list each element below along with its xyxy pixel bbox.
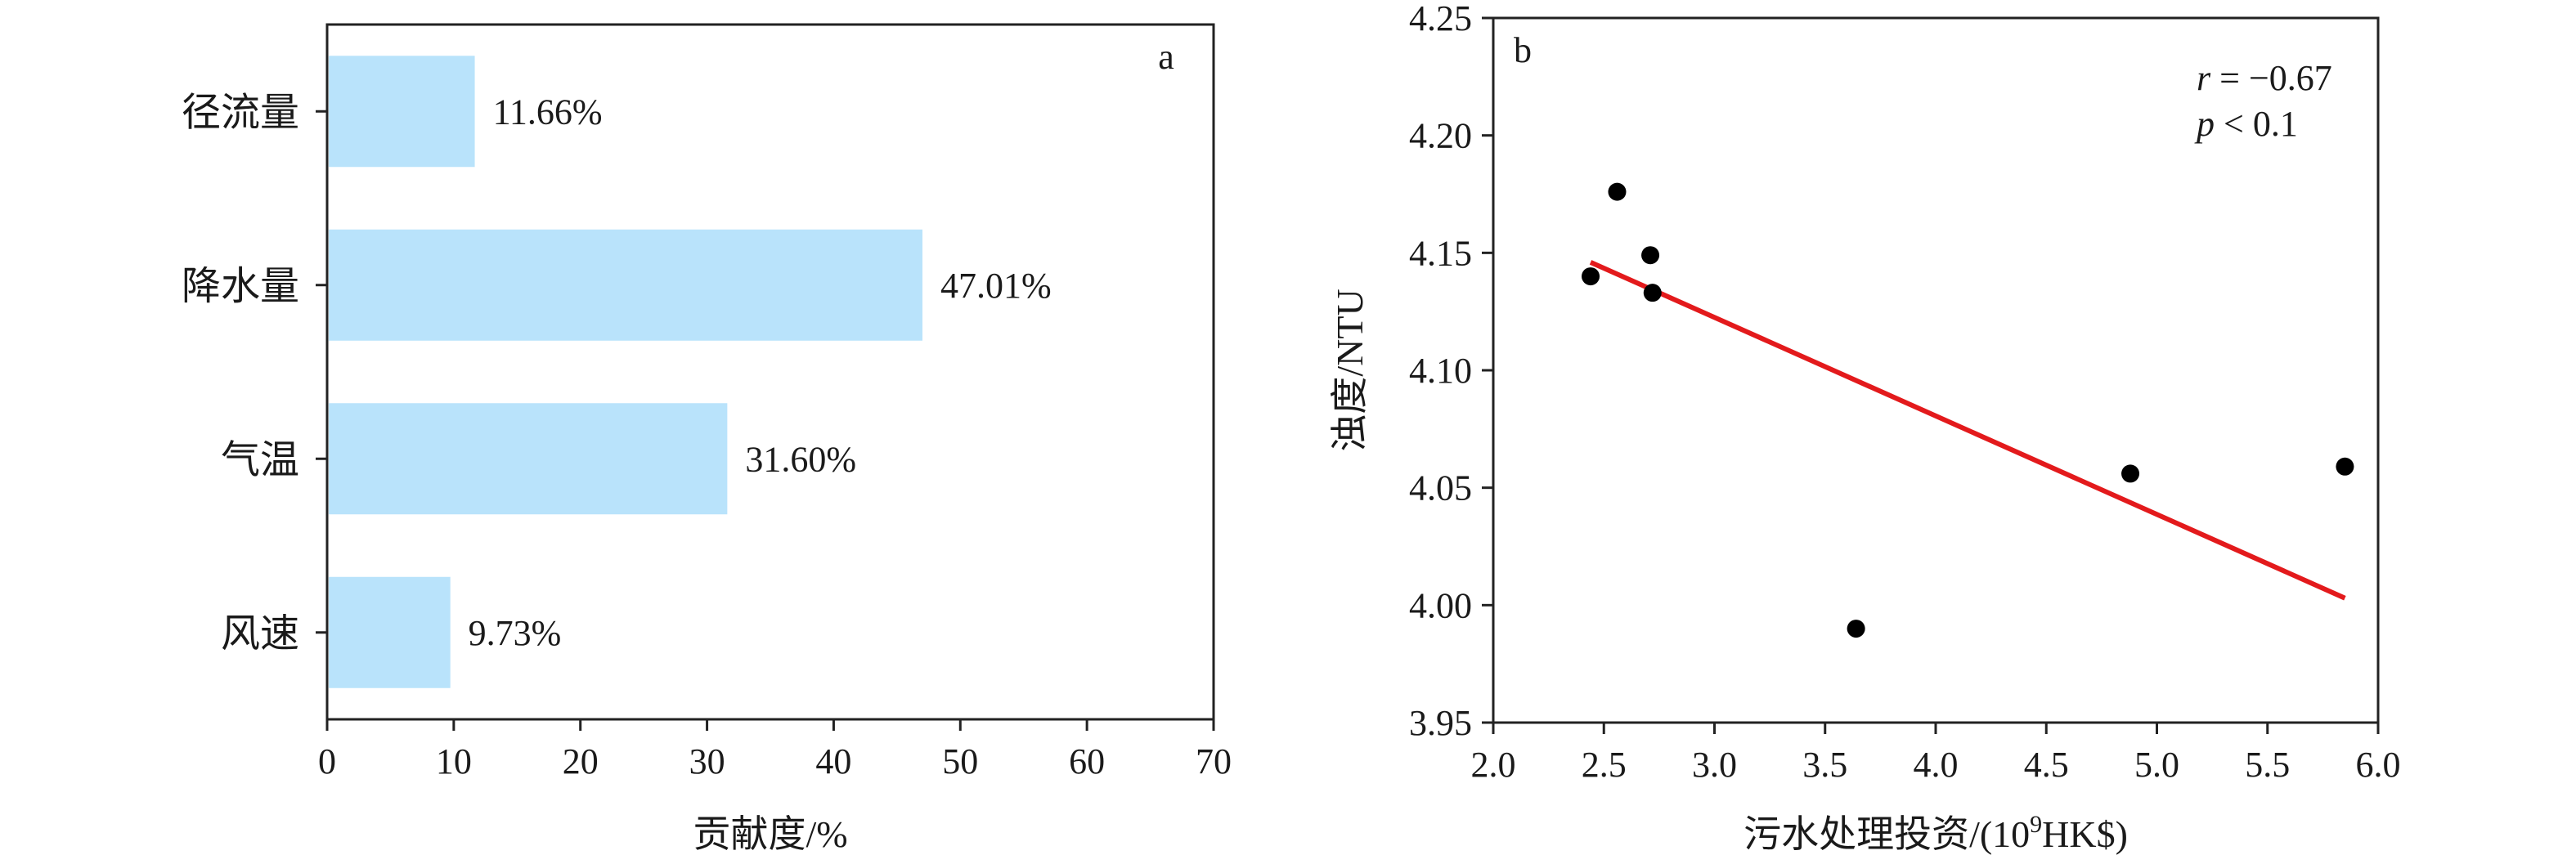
- p-annotation: p < 0.1: [2194, 104, 2298, 144]
- panel-b: 2.0 2.5 3.0 3.5 4.0 4.5 5.0 5.5 6.0 3.95 4.00 4.05 4…: [1329, 0, 2401, 855]
- bar-value-label: 47.01%: [940, 266, 1052, 306]
- x-tick-label: 4.0: [1914, 745, 1959, 785]
- panel-a: 11.66% 径流量 47.01% 降水量 31.60% 气温 9.73% 风速 0 10 20 30…: [182, 23, 1232, 855]
- panel-label-a: a: [1158, 37, 1174, 77]
- x-axis-title-superscript: 9: [2030, 811, 2042, 838]
- r-value: = −0.67: [2210, 58, 2332, 98]
- scatter-point: [1608, 182, 1627, 201]
- y-tick-label: 4.05: [1409, 468, 1472, 508]
- panel-label-b: b: [1514, 30, 1532, 70]
- scatter-point: [1643, 284, 1662, 302]
- bar-3: [329, 576, 451, 688]
- x-tick-label: 5.5: [2245, 745, 2290, 785]
- y-tick-label: 4.25: [1409, 0, 1472, 38]
- y-tick-label: 3.95: [1409, 703, 1472, 743]
- scatter-point: [1582, 267, 1600, 286]
- x-tick-label: 3.0: [1692, 745, 1737, 785]
- y-tick-label: 4.20: [1409, 116, 1472, 156]
- panel-a-frame: [325, 23, 1215, 721]
- x-axis-title-main: 污水处理投资/(10: [1744, 813, 2030, 855]
- bar-value-label: 9.73%: [469, 613, 562, 653]
- category-label: 风速: [221, 612, 299, 656]
- x-tick-label: 2.0: [1471, 745, 1516, 785]
- x-axis-title: 污水处理投资/(109HK$): [1744, 811, 2128, 855]
- x-tick-label: 5.0: [2134, 745, 2179, 785]
- scatter-point: [1641, 246, 1660, 265]
- x-tick-label: 40: [815, 741, 851, 781]
- x-tick-label: 60: [1069, 741, 1105, 781]
- fit-line: [1589, 260, 2346, 601]
- bar-value-label: 11.66%: [493, 92, 603, 132]
- x-tick-label: 50: [942, 741, 978, 781]
- r-annotation: r = −0.67: [2197, 58, 2332, 98]
- bar-1: [329, 229, 922, 341]
- x-tick-label: 30: [689, 741, 725, 781]
- y-tick-label: 4.15: [1409, 233, 1472, 273]
- scatter-point: [1847, 620, 1865, 638]
- category-label: 径流量: [182, 91, 299, 134]
- category-label: 气温: [221, 438, 299, 481]
- category-label: 降水量: [182, 265, 299, 308]
- x-axis-title: 贡献度/%: [693, 813, 847, 855]
- y-tick-label: 4.10: [1409, 351, 1472, 391]
- bar-0: [329, 56, 475, 168]
- x-tick-label: 20: [563, 741, 599, 781]
- p-symbol: p: [2194, 104, 2215, 144]
- bar-2: [329, 403, 728, 515]
- scatter-point: [2336, 457, 2354, 476]
- x-tick-label: 0: [318, 741, 336, 781]
- x-tick-label: 3.5: [1802, 745, 1847, 785]
- scatter-point: [2121, 464, 2140, 483]
- y-tick-label: 4.00: [1409, 585, 1472, 625]
- x-tick-label: 6.0: [2356, 745, 2401, 785]
- r-symbol: r: [2197, 58, 2211, 98]
- y-axis-title: 浊度/NTU: [1329, 289, 1371, 451]
- x-tick-label: 4.5: [2024, 745, 2069, 785]
- x-axis-title-tail: HK$): [2042, 813, 2128, 855]
- x-tick-label: 2.5: [1582, 745, 1627, 785]
- bar-value-label: 31.60%: [745, 439, 856, 479]
- x-tick-label: 70: [1196, 741, 1232, 781]
- p-value: < 0.1: [2215, 104, 2298, 144]
- x-tick-label: 10: [436, 741, 472, 781]
